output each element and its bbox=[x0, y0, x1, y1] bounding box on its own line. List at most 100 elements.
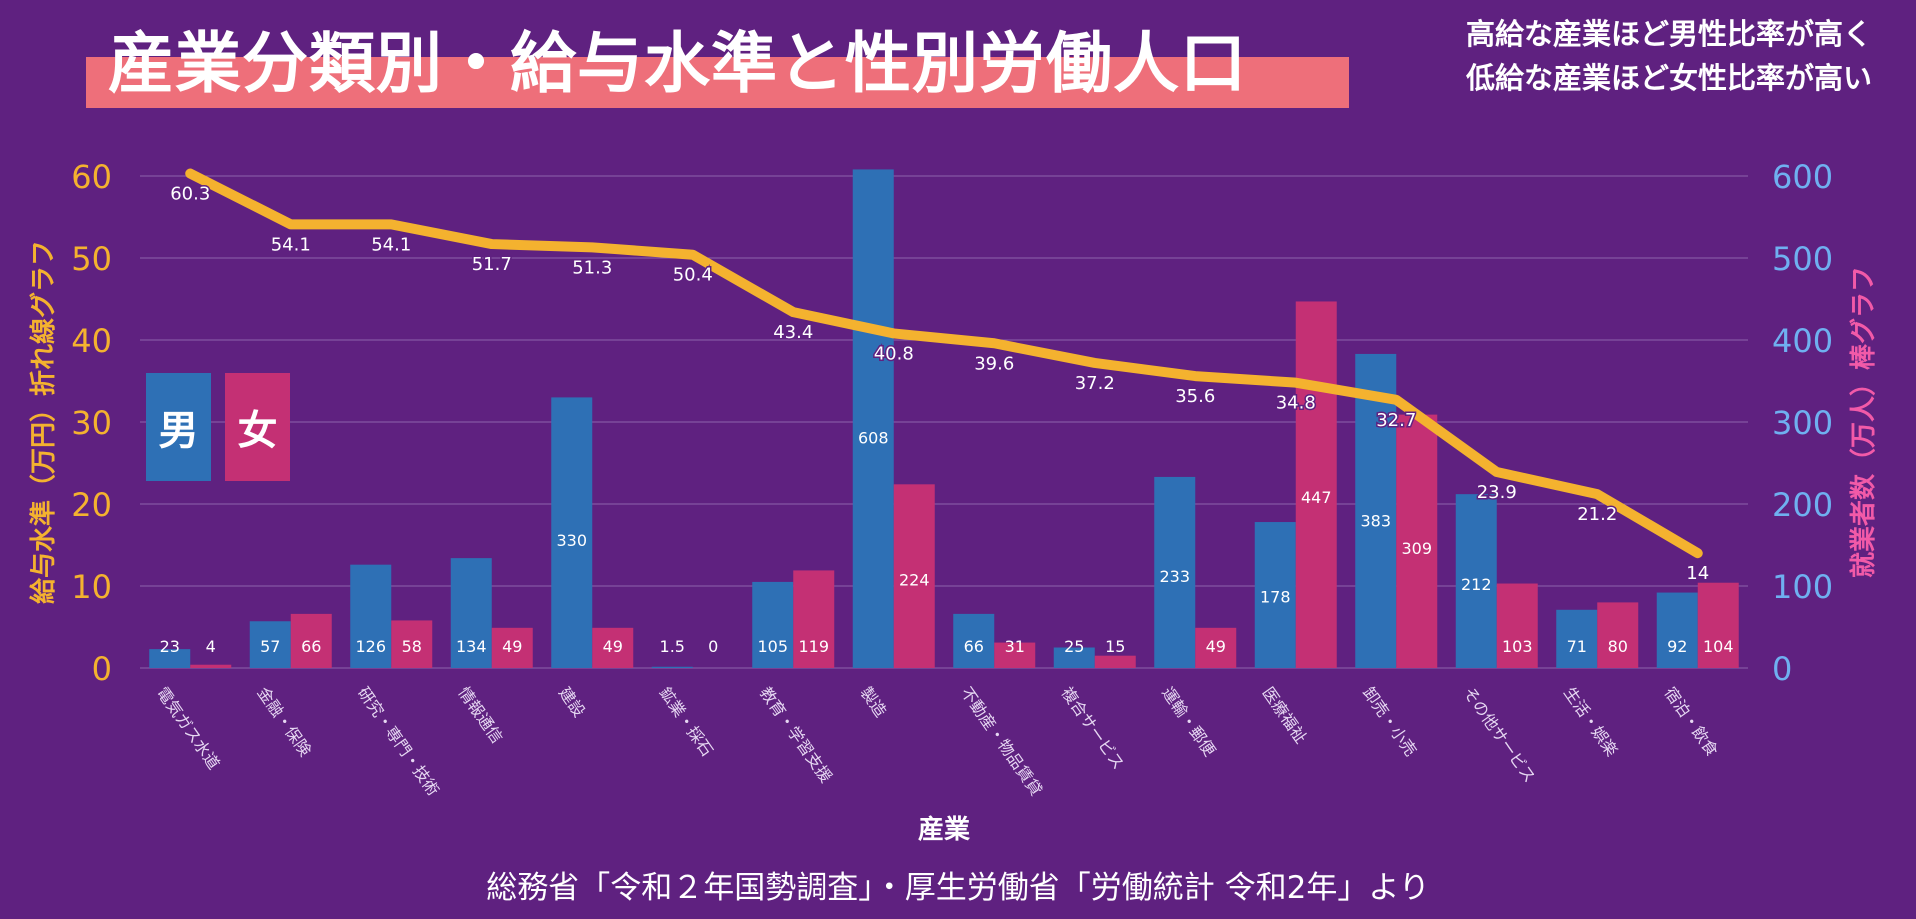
bar-female bbox=[1396, 414, 1438, 668]
line-label: 35.6 bbox=[1175, 386, 1215, 407]
left-tick-label: 50 bbox=[71, 240, 112, 278]
bar-label-male: 71 bbox=[1567, 637, 1587, 656]
bar-label-female: 309 bbox=[1401, 539, 1432, 558]
bar-female bbox=[391, 620, 433, 668]
category-label: 卸売・小売 bbox=[1359, 683, 1420, 759]
bar-label-female: 4 bbox=[206, 637, 216, 656]
bar-label-female: 49 bbox=[502, 637, 522, 656]
bar-label-female: 119 bbox=[798, 637, 829, 656]
subtitle-line-2: 低給な産業ほど女性比率が高い bbox=[1465, 61, 1872, 95]
bar-label-female: 66 bbox=[301, 637, 321, 656]
line-label: 50.4 bbox=[673, 265, 713, 286]
bar-male bbox=[1053, 647, 1095, 668]
right-tick-label: 0 bbox=[1772, 650, 1792, 688]
title-band bbox=[86, 57, 1349, 108]
bar-label-male: 105 bbox=[757, 637, 788, 656]
legend-male: 男 bbox=[146, 373, 211, 481]
bar-label-female: 224 bbox=[899, 570, 930, 589]
line-label: 34.8 bbox=[1276, 393, 1316, 414]
bar-label-male: 212 bbox=[1461, 575, 1492, 594]
right-axis-label: 就業者数（万人）棒グラフ bbox=[1849, 266, 1879, 578]
bar-label-male: 25 bbox=[1064, 637, 1084, 656]
bar-male bbox=[1656, 592, 1698, 668]
bar-label-male: 233 bbox=[1159, 567, 1190, 586]
bar-male bbox=[1355, 353, 1397, 668]
bar-label-male: 178 bbox=[1260, 587, 1291, 606]
left-axis-label: 給与水準（万円）折れ線グラフ bbox=[28, 240, 59, 604]
category-label: 生活・娯楽 bbox=[1560, 683, 1621, 759]
bar-male bbox=[450, 558, 492, 668]
chart-subtitle: 高給な産業ほど男性比率が高く 低給な産業ほど女性比率が高い bbox=[1466, 12, 1872, 100]
line-label: 54.1 bbox=[371, 234, 411, 255]
bar-label-male: 126 bbox=[355, 637, 386, 656]
salary-line-path bbox=[185, 168, 1703, 559]
subtitle-line-1: 高給な産業ほど男性比率が高く bbox=[1465, 17, 1872, 51]
right-tick-label: 300 bbox=[1772, 404, 1833, 442]
right-tick-label: 600 bbox=[1772, 158, 1833, 196]
bar-label-female: 80 bbox=[1608, 637, 1628, 656]
bar-male bbox=[350, 564, 392, 668]
line-label: 51.7 bbox=[472, 254, 512, 275]
left-tick-label: 10 bbox=[71, 568, 112, 606]
bar-female bbox=[290, 613, 332, 668]
bar-label-female: 15 bbox=[1105, 637, 1125, 656]
bar-female bbox=[592, 627, 634, 668]
category-label: 研究・専門・技術 bbox=[354, 683, 443, 799]
bar-female bbox=[994, 642, 1036, 668]
bar-male bbox=[953, 613, 995, 668]
category-label: 複合サービス bbox=[1057, 683, 1128, 773]
bar-female bbox=[1597, 602, 1639, 668]
category-label: 金融・保険 bbox=[253, 683, 314, 759]
bar-label-male: 383 bbox=[1360, 512, 1391, 531]
line-label: 40.8 bbox=[874, 343, 914, 364]
bar-label-female: 49 bbox=[603, 637, 623, 656]
line-label: 14 bbox=[1686, 563, 1709, 584]
right-tick-label: 400 bbox=[1772, 322, 1833, 360]
category-label: 医療福祉 bbox=[1258, 683, 1310, 746]
category-label: 情報通信 bbox=[454, 683, 506, 746]
bar-female bbox=[190, 664, 232, 668]
bar-male bbox=[651, 666, 693, 668]
line-label: 37.2 bbox=[1075, 373, 1115, 394]
line-label: 39.6 bbox=[974, 353, 1014, 374]
line-label: 32.7 bbox=[1376, 410, 1416, 431]
bar-label-female: 31 bbox=[1005, 637, 1025, 656]
bar-female bbox=[491, 627, 533, 668]
bar-male bbox=[852, 169, 894, 668]
category-label: 鉱業・採石 bbox=[655, 683, 716, 759]
legend-female: 女 bbox=[225, 373, 290, 481]
bar-female bbox=[1697, 582, 1739, 668]
bar-label-male: 330 bbox=[556, 531, 587, 550]
bar-male bbox=[1556, 609, 1598, 668]
category-label: 運輸・郵便 bbox=[1158, 683, 1219, 759]
bar-male bbox=[1254, 522, 1296, 668]
bar-female bbox=[893, 484, 935, 668]
bar-female bbox=[1195, 627, 1237, 668]
left-tick-label: 40 bbox=[71, 322, 112, 360]
bar-label-female: 58 bbox=[402, 637, 422, 656]
category-label: 製造 bbox=[856, 683, 890, 720]
bar-label-male: 57 bbox=[260, 637, 280, 656]
bar-male bbox=[149, 649, 191, 668]
line-label: 21.2 bbox=[1577, 504, 1617, 525]
line-label: 60.3 bbox=[170, 184, 210, 205]
bar-male bbox=[752, 581, 794, 668]
bar-label-male: 66 bbox=[964, 637, 984, 656]
line-label: 43.4 bbox=[773, 322, 813, 343]
category-label: 電気ガス水道 bbox=[153, 683, 224, 773]
left-tick-label: 20 bbox=[71, 486, 112, 524]
data-labels: 23 4 57 66 126 58 134 49 330 49 1.5 0 105 119 608 224 66… bbox=[160, 182, 1734, 656]
salary-line bbox=[185, 168, 1703, 559]
bar-label-female: 103 bbox=[1502, 637, 1533, 656]
category-label: 不動産・物品賃貸 bbox=[957, 683, 1046, 799]
bar-label-female: 0 bbox=[708, 637, 718, 656]
bars bbox=[149, 169, 1739, 668]
bar-male bbox=[551, 397, 593, 668]
bar-label-female: 49 bbox=[1206, 637, 1226, 656]
line-label: 54.1 bbox=[271, 234, 311, 255]
line-label: 23.9 bbox=[1477, 482, 1517, 503]
left-tick-label: 0 bbox=[92, 650, 112, 688]
